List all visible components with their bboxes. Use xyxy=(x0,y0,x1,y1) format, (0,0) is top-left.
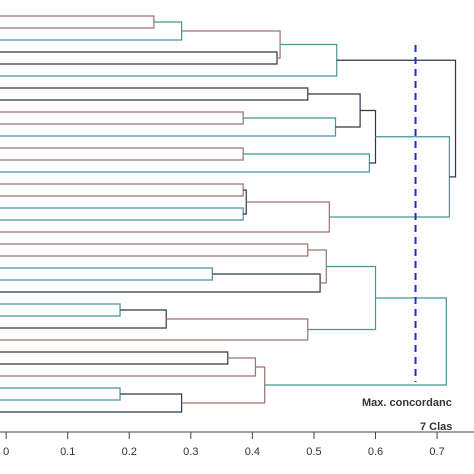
dendrogram-link xyxy=(336,59,457,178)
x-tick-label: 0.3 xyxy=(183,446,198,458)
x-tick-label: 0.7 xyxy=(429,446,444,458)
dendrogram-link xyxy=(264,297,447,386)
dendrogram-link xyxy=(0,15,155,29)
dendrogram-link xyxy=(0,243,309,257)
annotation: Max. concordanc xyxy=(362,397,452,409)
x-tick-label: 0.5 xyxy=(306,446,321,458)
dendrogram-link xyxy=(181,366,266,404)
dendrogram-link xyxy=(0,21,183,41)
dendrogram-link xyxy=(0,351,229,365)
x-tick-label: 0.1 xyxy=(60,446,75,458)
x-tick-label: 0 xyxy=(3,446,9,458)
annotation: 7 Clas xyxy=(420,421,452,433)
dendrogram-link xyxy=(0,318,309,341)
x-tick-label: 0.2 xyxy=(122,446,137,458)
dendrogram-link xyxy=(0,87,309,101)
dendrogram-link xyxy=(0,117,337,137)
dendrogram-link xyxy=(0,393,183,413)
x-tick-label: 0.6 xyxy=(368,446,383,458)
x-tick-label: 0.4 xyxy=(245,446,260,458)
